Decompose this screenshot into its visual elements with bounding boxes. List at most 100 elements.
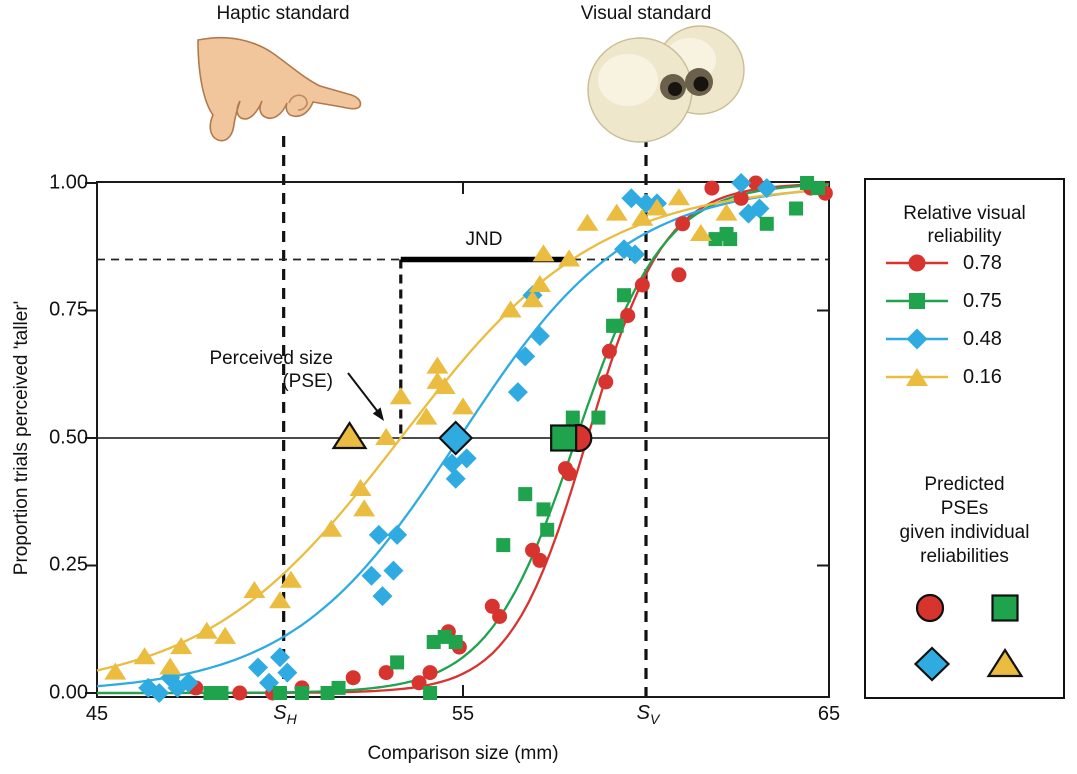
x-tick-45: 45 [85, 703, 109, 725]
point [561, 466, 577, 482]
point [445, 468, 466, 489]
point [689, 224, 712, 241]
point [715, 203, 738, 221]
point [723, 232, 738, 247]
haptic-standard-label: Haptic standard [216, 3, 350, 24]
point [426, 635, 441, 649]
point [368, 524, 389, 545]
legend-marker-green-square [886, 293, 948, 309]
point [675, 216, 691, 232]
legend-predicted-markers [913, 593, 1024, 682]
point [383, 560, 404, 581]
point [422, 665, 438, 681]
point [361, 565, 382, 586]
point [759, 216, 774, 231]
point [565, 410, 580, 425]
point [331, 680, 346, 695]
legend-item-0.48: 0.48 [884, 328, 1002, 350]
x-tick-visual-standard: SV [636, 702, 660, 727]
point [389, 387, 412, 405]
point [507, 382, 528, 403]
pse-arrow [347, 372, 379, 413]
jnd-label: JND [465, 229, 503, 250]
point [456, 448, 477, 469]
x-axis-title: Comparison size (mm) [367, 743, 559, 764]
point [178, 672, 199, 693]
point [375, 428, 398, 445]
point [800, 176, 815, 190]
point [540, 522, 555, 537]
point [214, 686, 229, 700]
point [390, 655, 405, 670]
point [248, 657, 269, 678]
point [320, 519, 343, 537]
point [601, 343, 617, 359]
predicted-red-circle-icon [915, 593, 945, 623]
point [214, 626, 237, 644]
legend-marker-blue-diamond [886, 328, 948, 350]
point [645, 198, 668, 216]
point [492, 609, 508, 624]
point [631, 208, 654, 226]
point [294, 686, 309, 700]
point [733, 190, 749, 206]
point [452, 397, 474, 415]
point [320, 686, 335, 700]
eyes-icon [587, 25, 745, 143]
x-tick-65: 65 [817, 703, 841, 725]
legend-item-0.78: 0.78 [884, 252, 1002, 274]
legend-item-0.16: 0.16 [884, 366, 1002, 388]
point [521, 290, 544, 308]
point [518, 487, 533, 502]
point [349, 479, 372, 496]
point [448, 635, 463, 649]
point [499, 300, 522, 318]
point [496, 538, 511, 553]
point [438, 420, 474, 456]
point [270, 647, 290, 668]
pse-annotation: Perceived size (PSE) [209, 348, 333, 392]
legend-marker-yellow-triangle [886, 368, 948, 386]
point [203, 686, 218, 700]
point [159, 657, 182, 675]
point [387, 524, 408, 545]
point [756, 178, 777, 199]
pse-arrowhead [372, 407, 384, 421]
point [345, 670, 361, 686]
point [811, 181, 826, 196]
point [620, 308, 636, 324]
point [243, 581, 266, 598]
point [667, 188, 690, 206]
point [558, 249, 581, 267]
point [529, 326, 550, 346]
point [195, 621, 218, 639]
point [708, 232, 723, 247]
point [536, 502, 551, 517]
y-tick-0.25: 0.25 [49, 553, 88, 576]
point [372, 586, 393, 607]
point [433, 377, 456, 394]
point [149, 683, 170, 703]
predicted-yellow-triangle-icon [986, 647, 1024, 678]
y-tick-1.00: 1.00 [49, 171, 88, 194]
point [528, 275, 551, 292]
visual-standard-label: Visual standard [580, 3, 712, 24]
legend-box: Relative visual reliability 0.78 0.75 0.… [864, 178, 1065, 699]
point [591, 410, 606, 425]
x-tick-haptic-standard: SH [273, 702, 297, 727]
point [605, 203, 628, 221]
point [426, 356, 449, 374]
predicted-green-square-icon [991, 594, 1019, 622]
point [598, 374, 614, 390]
y-tick-0.50: 0.50 [49, 426, 88, 449]
point [532, 244, 555, 262]
point [232, 685, 248, 701]
point [411, 675, 427, 691]
point [170, 637, 193, 655]
legend-marker-red-circle [886, 254, 948, 272]
point [277, 662, 298, 683]
point [353, 499, 376, 517]
point [133, 647, 156, 665]
x-tick-55: 55 [451, 703, 475, 725]
